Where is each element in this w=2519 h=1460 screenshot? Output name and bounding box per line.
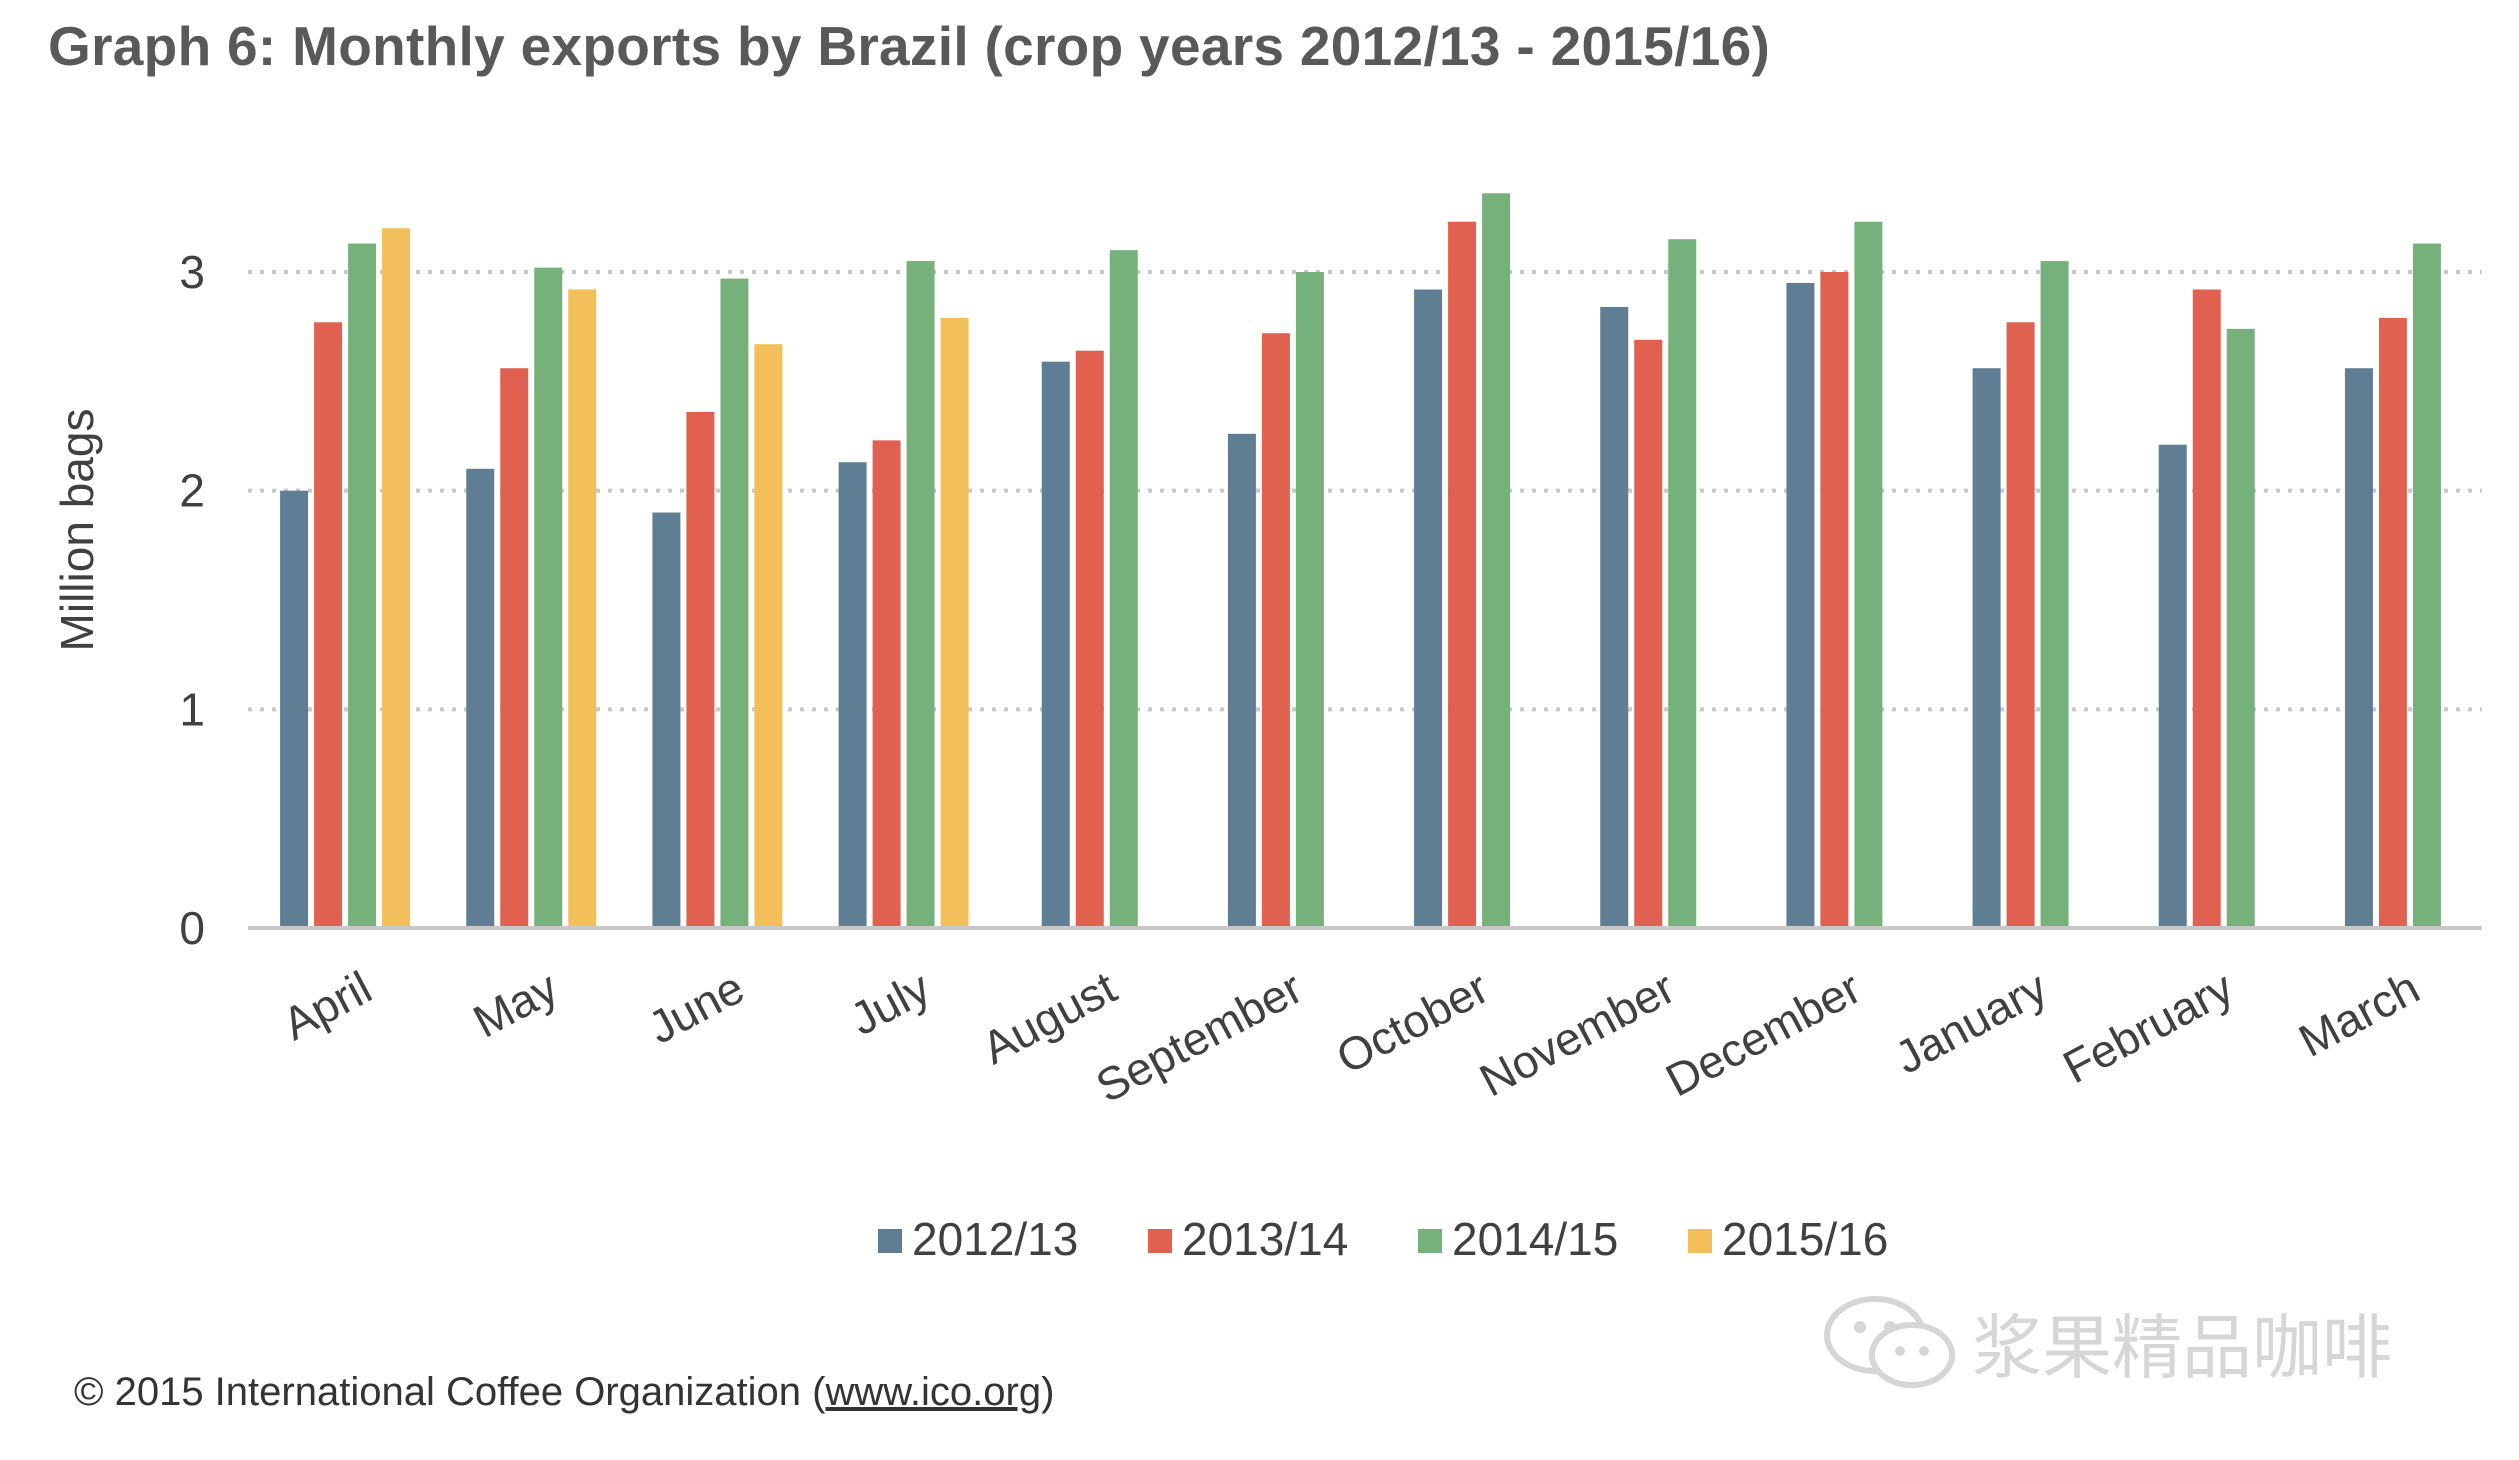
bar-september-2013-14 (1261, 333, 1290, 928)
legend-label: 2013/14 (1182, 1213, 1348, 1265)
bar-january-2012-13 (1972, 368, 2001, 928)
bar-june-2013-14 (686, 411, 715, 928)
bar-may-2013-14 (500, 368, 529, 928)
x-tick-label: August (974, 961, 1125, 1074)
bar-november-2012-13 (1600, 306, 1629, 928)
bar-july-2012-13 (838, 462, 867, 928)
bar-november-2013-14 (1634, 339, 1663, 929)
y-tick-label: 3 (179, 246, 205, 298)
bar-july-2014-15 (906, 261, 935, 929)
bar-june-2014-15 (720, 278, 749, 928)
copyright-close: ) (1041, 1370, 1055, 1414)
x-tick-label: May (465, 961, 566, 1048)
y-tick-label: 0 (179, 902, 205, 954)
bar-march-2014-15 (2412, 243, 2441, 928)
legend-swatch (1148, 1229, 1172, 1253)
legend-swatch (1418, 1229, 1442, 1253)
x-tick-label: November (1471, 961, 1683, 1107)
legend-label: 2014/15 (1452, 1213, 1618, 1265)
gridlines (248, 270, 2482, 712)
bar-february-2013-14 (2192, 289, 2221, 928)
watermark-text: 浆果精品咖啡 (1972, 1307, 2392, 1389)
x-tick-label: December (1657, 961, 1869, 1107)
x-tick-label: September (1088, 961, 1311, 1113)
bar-june-2015-16 (754, 344, 783, 928)
page-title: Graph 6: Monthly exports by Brazil (crop… (48, 15, 1771, 77)
bar-april-2015-16 (382, 228, 411, 928)
bar-september-2014-15 (1295, 272, 1324, 928)
copyright-text: © 2015 International Coffee Organization… (74, 1370, 826, 1414)
bar-march-2012-13 (2344, 368, 2373, 928)
x-tick-label: June (640, 961, 752, 1054)
bar-august-2014-15 (1109, 250, 1138, 929)
bar-may-2015-16 (568, 289, 597, 928)
bar-january-2014-15 (2040, 261, 2069, 929)
bars (280, 193, 2441, 929)
bar-july-2013-14 (872, 440, 901, 928)
y-tick-label: 2 (179, 465, 205, 517)
bar-august-2013-14 (1075, 350, 1104, 929)
bar-december-2014-15 (1854, 221, 1883, 928)
bar-september-2012-13 (1227, 433, 1256, 928)
x-tick-label: February (2055, 961, 2242, 1093)
legend-swatch (1688, 1229, 1712, 1253)
bar-july-2015-16 (940, 317, 969, 928)
bar-february-2012-13 (2158, 444, 2187, 928)
bar-april-2012-13 (280, 490, 309, 928)
bar-october-2013-14 (1448, 221, 1477, 928)
bar-may-2014-15 (534, 267, 563, 928)
watermark: 浆果精品咖啡 (1820, 1292, 2392, 1393)
ico-link[interactable]: www.ico.org (825, 1370, 1042, 1414)
copyright-footer: © 2015 International Coffee Organization… (74, 1370, 1054, 1415)
legend: 2012/13 2013/14 2014/15 2015/16 (878, 1213, 1888, 1265)
bar-april-2013-14 (314, 322, 343, 928)
bar-november-2014-15 (1668, 239, 1697, 928)
legend-swatch (878, 1229, 902, 1253)
bar-january-2013-14 (2006, 322, 2035, 928)
bar-may-2012-13 (466, 468, 495, 928)
bar-february-2014-15 (2226, 328, 2255, 928)
legend-label: 2012/13 (912, 1213, 1078, 1265)
bar-december-2012-13 (1786, 282, 1815, 928)
bar-june-2012-13 (652, 512, 681, 928)
bar-march-2013-14 (2378, 317, 2407, 928)
bar-april-2014-15 (348, 243, 377, 928)
bar-october-2014-15 (1482, 193, 1511, 928)
x-tick-label: October (1328, 961, 1497, 1084)
bar-december-2013-14 (1820, 272, 1849, 928)
y-tick-label: 1 (179, 683, 205, 735)
y-axis-label: Million bags (51, 409, 103, 652)
bar-october-2012-13 (1414, 289, 1443, 928)
x-tick-label: July (842, 961, 939, 1045)
wechat-icon (1824, 1295, 1955, 1388)
x-tick-label: March (2290, 961, 2427, 1067)
x-tick-label: January (1886, 961, 2055, 1084)
bar-august-2012-13 (1041, 361, 1070, 928)
legend-label: 2015/16 (1722, 1213, 1888, 1265)
x-tick-label: April (274, 961, 380, 1050)
